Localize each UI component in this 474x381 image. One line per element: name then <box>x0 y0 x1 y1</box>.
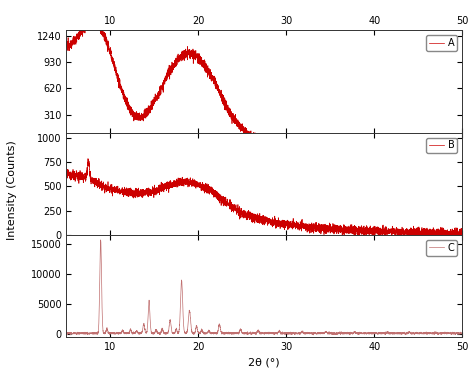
X-axis label: 2θ (°): 2θ (°) <box>248 358 280 368</box>
Legend: C: C <box>426 240 457 256</box>
Legend: B: B <box>426 138 457 154</box>
Legend: A: A <box>426 35 457 51</box>
Text: Intensity (Counts): Intensity (Counts) <box>7 141 17 240</box>
